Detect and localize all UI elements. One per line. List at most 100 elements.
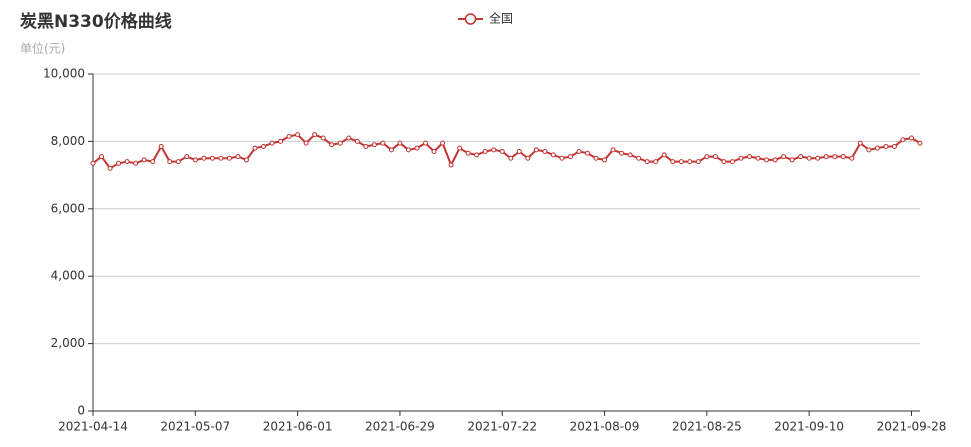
point: [491, 147, 497, 153]
point: [192, 157, 198, 163]
point: [371, 142, 377, 148]
point: [584, 150, 590, 156]
point: [653, 159, 659, 165]
point: [295, 132, 301, 138]
point: [90, 160, 96, 166]
legend-label[interactable]: 全国: [489, 11, 513, 26]
point: [440, 140, 446, 146]
point: [116, 160, 122, 166]
point: [712, 154, 718, 160]
chart-subtitle: 单位(元): [20, 41, 65, 56]
point: [670, 159, 676, 165]
y-tick-label: 10,000: [43, 67, 85, 81]
point: [499, 149, 505, 155]
y-tick-label: 4,000: [51, 269, 85, 283]
point: [857, 140, 863, 146]
point: [687, 159, 693, 165]
x-tick-label: 2021-08-25: [672, 420, 742, 434]
point: [388, 147, 394, 153]
point: [823, 154, 829, 160]
point: [644, 159, 650, 165]
point: [158, 143, 164, 149]
point: [559, 155, 565, 161]
point: [516, 149, 522, 155]
point: [141, 157, 147, 163]
point: [678, 159, 684, 165]
x-tick-label: 2021-09-28: [877, 420, 947, 434]
point: [107, 165, 113, 171]
point: [917, 140, 923, 146]
point: [772, 157, 778, 163]
point: [252, 145, 258, 151]
series-line: [92, 133, 921, 170]
point: [414, 145, 420, 151]
point: [550, 152, 556, 158]
point: [908, 135, 914, 141]
point: [508, 155, 514, 161]
point: [840, 154, 846, 160]
point: [721, 159, 727, 165]
point: [133, 160, 139, 166]
point: [755, 155, 761, 161]
point: [525, 155, 531, 161]
point: [337, 140, 343, 146]
point: [738, 155, 744, 161]
point: [346, 135, 352, 141]
point: [764, 157, 770, 163]
point: [226, 155, 232, 161]
x-tick-label: 2021-05-07: [160, 420, 230, 434]
point: [329, 142, 335, 148]
point: [661, 152, 667, 158]
x-tick-label: 2021-07-22: [467, 420, 537, 434]
chart-title: 炭黑N330价格曲线: [20, 11, 172, 32]
point: [184, 154, 190, 160]
point: [474, 152, 480, 158]
point: [576, 149, 582, 155]
point: [866, 147, 872, 153]
point: [303, 140, 309, 146]
point: [312, 132, 318, 138]
point: [704, 154, 710, 160]
point: [363, 143, 369, 149]
point: [201, 155, 207, 161]
point: [746, 154, 752, 160]
point: [380, 140, 386, 146]
point: [167, 159, 173, 165]
x-tick-label: 2021-09-10: [774, 420, 844, 434]
point: [320, 135, 326, 141]
point: [209, 155, 215, 161]
x-tick-label: 2021-06-29: [365, 420, 435, 434]
point: [278, 138, 284, 144]
point: [789, 157, 795, 163]
point: [849, 155, 855, 161]
point: [806, 155, 812, 161]
point: [891, 143, 897, 149]
point: [431, 149, 437, 155]
x-tick-label: 2021-08-09: [570, 420, 640, 434]
point: [602, 157, 608, 163]
point: [397, 140, 403, 146]
point: [423, 140, 429, 146]
point: [465, 150, 471, 156]
point: [235, 154, 241, 160]
point: [482, 149, 488, 155]
y-tick-label: 6,000: [51, 201, 85, 215]
point: [610, 147, 616, 153]
point: [900, 137, 906, 143]
y-tick-label: 2,000: [51, 336, 85, 350]
point: [695, 159, 701, 165]
x-tick-label: 2021-04-14: [58, 420, 128, 434]
point: [832, 154, 838, 160]
point: [567, 154, 573, 160]
point: [798, 154, 804, 160]
point: [883, 143, 889, 149]
point: [448, 162, 454, 168]
point: [815, 155, 821, 161]
point: [269, 140, 275, 146]
legend-marker[interactable]: [464, 13, 477, 25]
point: [261, 143, 267, 149]
point: [636, 155, 642, 161]
point: [627, 152, 633, 158]
point: [619, 150, 625, 156]
